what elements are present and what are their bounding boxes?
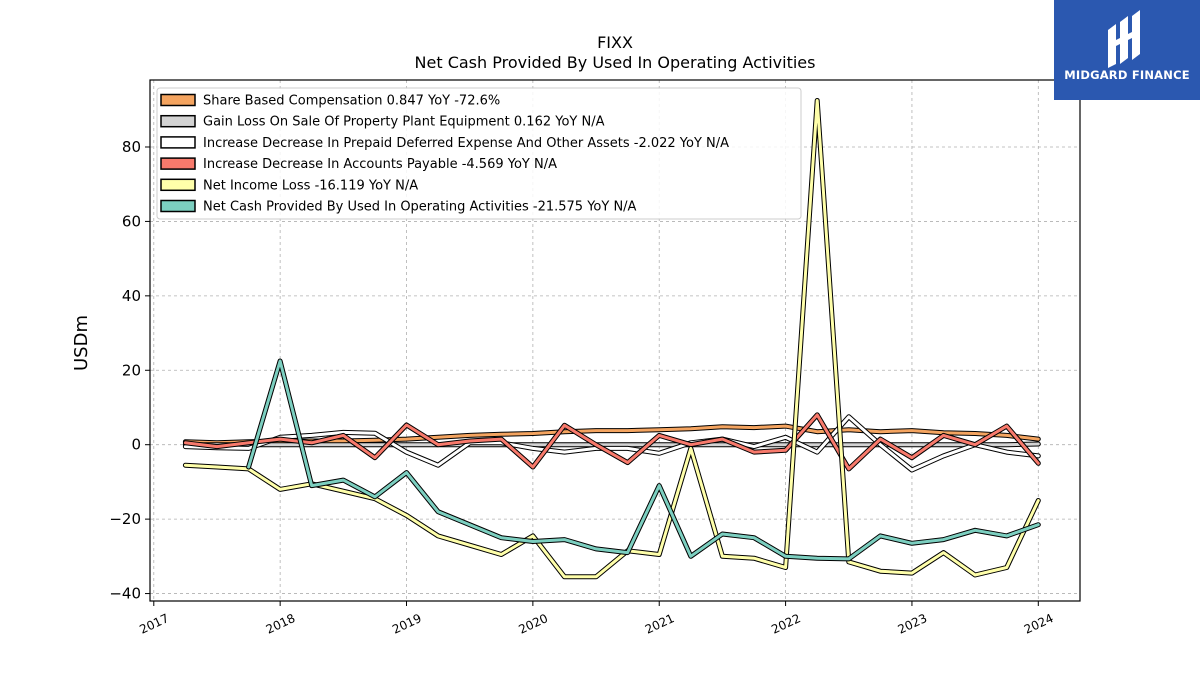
legend-label-0: Share Based Compensation 0.847 YoY -72.6… [203,94,500,109]
legend-label-2: Increase Decrease In Prepaid Deferred Ex… [203,136,729,151]
y-tick-label: 80 [122,138,141,156]
x-tick-label: 2023 [896,611,930,637]
series-line-outline-5 [246,358,1041,562]
logo-text: MIDGARD FINANCE [1064,68,1190,82]
plot-frame [149,79,1081,602]
brand-logo: MIDGARD FINANCE [1054,0,1200,100]
legend-label-5: Net Cash Provided By Used In Operating A… [203,200,637,215]
series-lines [182,98,1041,580]
logo-mark-icon [1108,10,1140,68]
legend-swatch-1 [160,114,196,128]
y-tick-label: −40 [109,585,141,603]
x-tick-label: 2018 [264,611,298,637]
x-tick-label: 2019 [390,611,424,637]
legend-box [156,87,802,220]
legend-swatch-5 [160,199,196,213]
y-tick-label: 40 [122,287,141,305]
legend-swatch-2 [160,136,196,149]
chart-subtitle: Net Cash Provided By Used In Operating A… [415,53,816,72]
series-line-1 [183,442,1040,447]
chart-title: FIXX [597,33,633,52]
series-line-5 [247,359,1040,561]
y-tick-label: 0 [131,436,141,454]
y-tick-label: 60 [122,212,141,230]
x-tick-label: 2024 [1022,611,1056,637]
x-tick-label: 2021 [643,611,677,637]
legend-label-4: Net Income Loss -16.119 YoY N/A [203,178,418,193]
series-line-2 [183,415,1040,472]
series-line-3 [183,413,1040,471]
legend-label-1: Gain Loss On Sale Of Property Plant Equi… [203,115,605,130]
x-tick-label: 2020 [516,611,550,637]
legend-swatch-4 [160,178,196,192]
y-axis-label: USDm [71,315,92,371]
series-line-4 [183,99,1040,579]
legend-swatch-3 [160,157,196,170]
x-tick-label: 2022 [769,611,803,637]
x-tick-label: 2017 [137,611,171,637]
legend: Share Based Compensation 0.847 YoY -72.6… [156,87,802,220]
y-tick-label: −20 [109,510,141,528]
legend-label-3: Increase Decrease In Accounts Payable -4… [203,157,557,172]
y-tick-label: 20 [122,361,141,379]
grid-lines [150,80,1080,601]
legend-swatch-0 [160,93,196,107]
